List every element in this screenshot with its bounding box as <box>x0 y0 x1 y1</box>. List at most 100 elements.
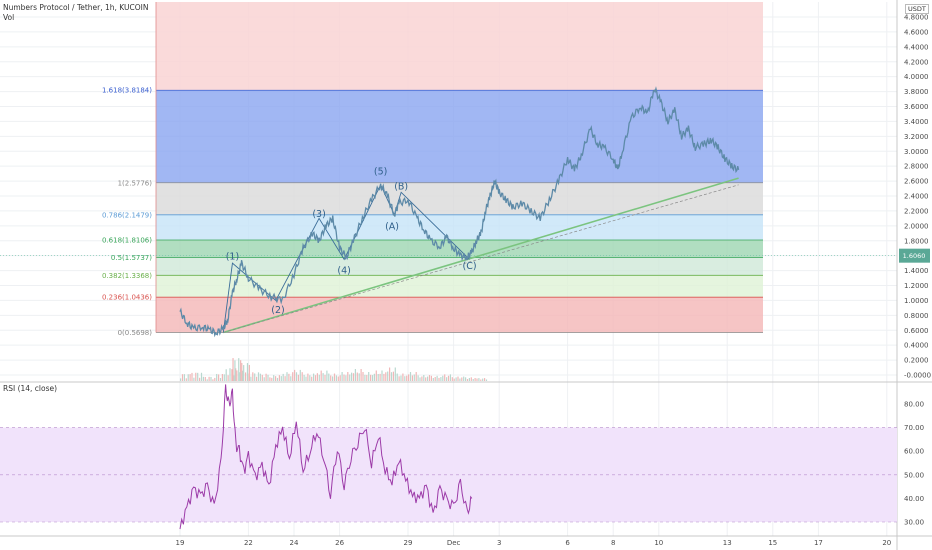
fib-zone <box>156 214 763 240</box>
volume-bar <box>238 358 240 381</box>
fib-label: 0.618(1.8106) <box>102 236 152 244</box>
volume-bar <box>358 373 360 381</box>
volume-bar <box>390 372 393 381</box>
volume-bar <box>432 377 434 381</box>
y-tick-label: 2.2000 <box>904 207 929 215</box>
volume-bar <box>204 376 206 381</box>
fib-retracement[interactable]: 1.618(3.8184) 1(2.5776) 0.786(2.1479) 0.618… <box>102 2 763 337</box>
volume-bar <box>387 371 389 381</box>
volume-bar <box>349 374 351 381</box>
volume-bar <box>235 368 237 381</box>
volume-bar <box>332 376 334 381</box>
y-tick-label: 2.0000 <box>904 222 929 230</box>
volume-bar <box>368 372 370 381</box>
volume-bar <box>219 378 222 381</box>
volume-bar <box>216 373 218 381</box>
y-tick-label: 2.6000 <box>904 178 929 186</box>
last-price-badge <box>899 248 930 263</box>
volume-bar <box>183 374 185 381</box>
fib-zone <box>156 257 763 276</box>
x-tick-label: 13 <box>723 539 732 547</box>
wave-label: (5) <box>374 166 387 177</box>
volume-bar <box>402 373 404 381</box>
rsi-y-tick-label: 40.00 <box>904 495 924 503</box>
volume-bar <box>278 375 280 381</box>
fib-label: 0.786(2.1479) <box>102 211 152 219</box>
y-tick-label: 3.6000 <box>904 103 929 111</box>
volume-bar <box>223 374 225 381</box>
volume-bar <box>276 377 279 381</box>
volume-bar <box>404 376 406 381</box>
volume-bar <box>259 373 261 381</box>
volume-bar <box>472 379 474 381</box>
volume-bar <box>362 372 364 381</box>
volume-bar <box>379 373 381 381</box>
fib-zone <box>156 239 763 258</box>
y-tick-label: 1.8000 <box>904 237 929 245</box>
volume-bar <box>449 374 451 381</box>
volume-bar <box>248 364 250 381</box>
volume-bar <box>243 365 245 381</box>
volume-bar <box>398 376 400 381</box>
volume-bar <box>459 378 461 381</box>
volume-bar <box>375 370 377 381</box>
y-tick-label: 0.2000 <box>904 357 929 365</box>
x-tick-label: 24 <box>290 539 299 547</box>
y-tick-label: 3.2000 <box>904 133 929 141</box>
volume-bar <box>261 374 263 381</box>
volume-bar <box>263 377 265 381</box>
volume-bar <box>195 372 197 381</box>
rsi-y-tick-label: 50.00 <box>904 471 924 479</box>
vol-label: Vol <box>3 13 15 22</box>
volume-bar <box>474 378 476 381</box>
volume-bar <box>197 372 199 381</box>
fib-zone <box>156 297 763 333</box>
volume-bar <box>335 375 337 381</box>
volume-bar <box>478 378 480 381</box>
volume-bar <box>465 377 467 381</box>
volume-bar <box>297 374 299 381</box>
volume-bar <box>370 374 372 381</box>
volume-bar <box>307 373 309 381</box>
y-tick-label: 2.8000 <box>904 163 929 171</box>
volume-bar <box>485 379 488 381</box>
volume-bar <box>187 374 189 381</box>
volume-bar <box>295 372 298 381</box>
volume-bar <box>436 375 438 381</box>
y-tick-label: 0.6000 <box>904 327 929 335</box>
volume-bar <box>241 362 243 381</box>
volume-bar <box>225 369 227 381</box>
dashed-trendline[interactable] <box>223 184 739 333</box>
volume-bar <box>430 375 432 381</box>
trendline[interactable] <box>223 177 739 334</box>
volume-bar <box>400 375 402 381</box>
y-tick-label: 3.8000 <box>904 88 929 96</box>
x-tick-label: 6 <box>565 539 570 547</box>
volume-bar <box>229 368 231 381</box>
volume-bar <box>447 375 450 381</box>
rsi-y-tick-label: 60.00 <box>904 448 924 456</box>
volume-bar <box>240 360 242 381</box>
volume-bar <box>241 370 244 381</box>
volume-bar <box>351 372 353 381</box>
volume-bar <box>442 375 444 381</box>
volume-bar <box>484 378 486 381</box>
volume-bar <box>324 374 326 381</box>
y-tick-label: 4.4000 <box>904 43 929 51</box>
volume-bar <box>417 375 419 381</box>
volume-bar <box>314 375 317 381</box>
volume-bar <box>199 377 201 381</box>
volume-bar <box>406 375 408 381</box>
volume-bar <box>234 360 236 381</box>
volume-bar <box>446 377 448 381</box>
volume-bar <box>455 377 457 381</box>
y-tick-label: -0.0000 <box>904 372 931 380</box>
y-tick-label: 4.6000 <box>904 28 929 36</box>
volume-bar <box>218 374 220 381</box>
y-tick-label: 1.0000 <box>904 297 929 305</box>
fib-zone-top <box>156 2 763 91</box>
y-tick-label: 1.4000 <box>904 267 929 275</box>
rsi-y-tick-label: 30.00 <box>904 519 924 527</box>
volume-bar <box>233 375 235 381</box>
